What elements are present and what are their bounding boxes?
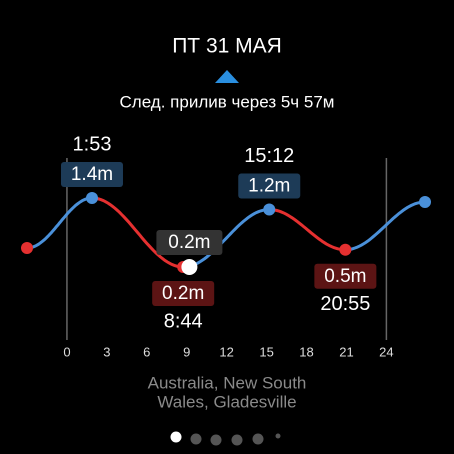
date: ПТ 31 МАЯ — [172, 35, 282, 58]
tide-point — [339, 243, 352, 256]
value-label: 0.5m — [324, 266, 366, 287]
tide-curve — [91, 196, 184, 269]
page-dot[interactable] — [275, 433, 281, 439]
tide-curve — [183, 208, 270, 269]
tide-curve — [26, 196, 93, 250]
tide-chart: 0 3 6 9 12 15 18 21 24 1.4m 1:53 0.2m 8:44 1.2m 15:12 0… — [21, 133, 431, 359]
location-line: Australia, New South — [148, 373, 307, 392]
value-label-box — [314, 263, 377, 289]
page-dot[interactable] — [170, 431, 182, 443]
value-label-box — [60, 162, 123, 187]
value-label: 1.4m — [71, 164, 113, 185]
tide-point — [263, 203, 276, 216]
x-tick-label: 21 — [339, 344, 353, 359]
current-label: 0.2m — [168, 232, 210, 253]
time-label: 15:12 — [244, 145, 294, 167]
tide-curve — [269, 208, 346, 252]
time-label: 1:53 — [73, 133, 112, 155]
value-label: 1.2m — [248, 176, 290, 197]
page-dot[interactable] — [190, 433, 202, 445]
current-label-box — [156, 230, 223, 255]
tide-curve — [345, 200, 426, 252]
time-label: 8:44 — [164, 310, 203, 332]
up-arrow[interactable] — [215, 70, 239, 83]
x-tick-label: 15 — [259, 344, 273, 359]
x-tick-label: 18 — [299, 344, 313, 359]
value-label-box — [152, 281, 215, 306]
x-tick-label: 9 — [183, 344, 190, 359]
value-label-box — [238, 173, 301, 199]
time-label: 20:55 — [320, 293, 370, 315]
page-dot[interactable] — [231, 434, 243, 446]
x-tick-label: 6 — [143, 344, 150, 359]
x-tick-label: 0 — [63, 344, 70, 359]
current-point — [181, 259, 198, 275]
tide-point — [85, 192, 98, 204]
tide-point — [419, 196, 431, 209]
next-tide: След. прилив через 5ч 57м — [120, 92, 335, 111]
location-line: Wales, Gladesville — [157, 392, 296, 411]
x-tick-label: 3 — [103, 344, 110, 359]
x-tick-label: 24 — [379, 344, 393, 359]
x-tick-label: 12 — [219, 344, 233, 359]
page-dot[interactable] — [210, 434, 222, 446]
page-dot[interactable] — [252, 433, 264, 445]
page-indicator — [170, 431, 281, 446]
tide-point — [21, 242, 33, 255]
value-label: 0.2m — [162, 283, 204, 304]
